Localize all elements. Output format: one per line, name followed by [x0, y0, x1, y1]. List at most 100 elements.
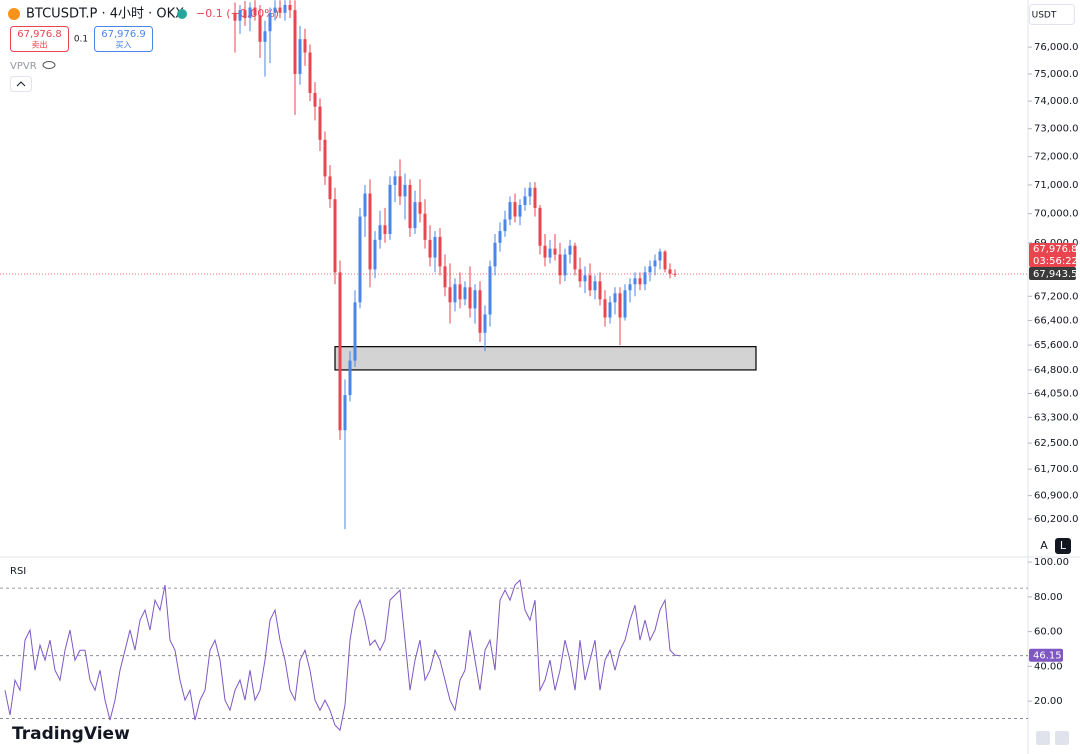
order-quantity[interactable]: 0.1: [74, 35, 88, 45]
candle-body: [473, 290, 477, 309]
candle-body: [438, 236, 442, 267]
rsi-y-tick-label: 40.00: [1034, 661, 1063, 672]
candle-body: [608, 302, 612, 318]
bar-countdown: 03:56:22: [1033, 256, 1078, 267]
candle-body: [423, 213, 427, 240]
y-tick-label: 63,300.0: [1034, 412, 1079, 423]
y-tick-label: 66,400.0: [1034, 316, 1079, 327]
candle-body: [538, 207, 542, 246]
candle-body: [268, 12, 272, 32]
candle-body: [603, 299, 607, 318]
visibility-icon[interactable]: [42, 61, 56, 69]
candle-body: [668, 269, 672, 274]
y-tick-label: 73,000.0: [1034, 124, 1079, 135]
candle-body: [413, 202, 417, 229]
fullscreen-icon[interactable]: [1055, 731, 1069, 745]
ask-price-tag: [1029, 243, 1076, 268]
candle-body: [618, 293, 622, 318]
y-tick-label: 60,900.0: [1034, 491, 1079, 502]
y-tick-label: 74,000.0: [1034, 96, 1079, 107]
rsi-y-tick-label: 100.00: [1034, 557, 1069, 568]
candle-body: [658, 251, 662, 261]
candle-body: [383, 225, 387, 234]
candle-body: [523, 196, 527, 205]
currency-button[interactable]: [1029, 4, 1075, 25]
symbol-title[interactable]: BTCUSDT.P · 4小时 · OKX: [26, 7, 184, 22]
candle-body: [273, 7, 277, 13]
candle-body: [388, 184, 392, 234]
candle-body: [598, 281, 602, 300]
candle-body: [293, 10, 297, 74]
candle-body: [303, 39, 307, 53]
candle-body: [283, 4, 287, 13]
candle-body: [313, 92, 317, 107]
candle-body: [338, 272, 342, 431]
candle-body: [348, 360, 352, 396]
candle-body: [428, 239, 432, 258]
sell-price[interactable]: 67,976.8: [17, 29, 62, 40]
candle-body: [398, 176, 402, 197]
y-tick-label: 70,000.0: [1034, 209, 1079, 220]
candle-body: [643, 272, 647, 285]
candle-body: [623, 290, 627, 318]
candle-body: [468, 287, 472, 309]
candle-body: [368, 193, 372, 270]
rsi-y-tick-label: 20.00: [1034, 696, 1063, 707]
candle-body: [308, 52, 312, 93]
candle-body: [578, 269, 582, 282]
candle-body: [403, 184, 407, 197]
candle-body: [433, 236, 437, 258]
last-price-label: 67,943.5: [1033, 269, 1078, 280]
candle-body: [278, 7, 282, 13]
last-price-tag: [1029, 267, 1076, 281]
candle-body: [553, 248, 557, 255]
candle-body: [333, 199, 337, 273]
candle-body: [588, 275, 592, 291]
candle-body: [463, 287, 467, 300]
auto-scale-button[interactable]: A: [1040, 539, 1048, 552]
candle-body: [358, 216, 362, 303]
candle-body: [498, 231, 502, 243]
buy-price[interactable]: 67,976.9: [101, 29, 146, 40]
ask-price-label: 67,976.8: [1033, 244, 1078, 255]
brand-logo[interactable]: TradingView: [12, 724, 130, 744]
indicator-name[interactable]: VPVR: [10, 61, 37, 72]
log-button-bg[interactable]: [1055, 538, 1071, 554]
y-tick-label: 72,000.0: [1034, 152, 1079, 163]
candle-body: [288, 4, 292, 11]
log-scale-button[interactable]: L: [1060, 539, 1067, 552]
price-change: −0.1 (−0.00%): [196, 7, 279, 20]
currency-label[interactable]: USDT: [1032, 11, 1057, 21]
y-tick-label: 62,500.0: [1034, 438, 1079, 449]
buy-button[interactable]: [94, 26, 153, 52]
candle-body: [353, 302, 357, 361]
candle-body: [568, 245, 572, 255]
rsi-title: RSI: [10, 566, 26, 577]
candle-body: [558, 254, 562, 276]
sell-button[interactable]: [10, 26, 69, 52]
candle-body: [613, 293, 617, 303]
candle-body: [488, 266, 492, 315]
y-tick-label: 67,200.0: [1034, 291, 1079, 302]
candle-body: [323, 139, 327, 177]
candle-body: [503, 219, 507, 232]
rsi-value-label: 46.15: [1033, 651, 1062, 662]
candle-body: [453, 284, 457, 303]
candle-body: [663, 251, 667, 270]
buy-label[interactable]: 买入: [116, 41, 132, 50]
collapse-button[interactable]: [10, 76, 32, 92]
candle-body: [628, 284, 632, 291]
candle-body: [563, 254, 567, 276]
candle-body: [513, 202, 517, 217]
candle-body: [408, 184, 412, 229]
candle-body: [233, 12, 237, 21]
candle-body: [583, 275, 587, 282]
candle-body: [573, 245, 577, 270]
y-tick-label: 76,000.0: [1034, 42, 1079, 53]
sell-label[interactable]: 卖出: [32, 40, 48, 50]
candle-body: [653, 260, 657, 267]
candle-body: [328, 176, 332, 200]
settings-icon[interactable]: [1036, 731, 1050, 745]
